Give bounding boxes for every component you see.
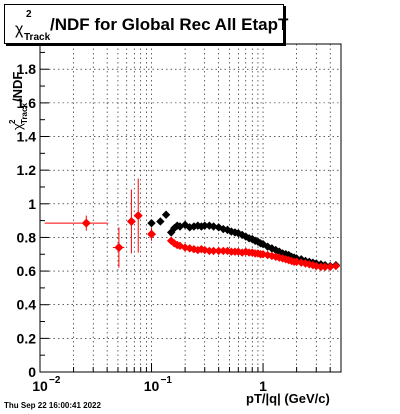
x-tick-label: 1 [259, 378, 267, 394]
x-tick-label-exponent: −2 [49, 375, 61, 386]
black-data-point [147, 218, 156, 228]
tick-labels: 00.20.40.60.811.21.41.61.810 −2 10 −1 1 [17, 61, 268, 394]
chart-title-box: χ 2 Track /NDF for Global Rec All EtapT [4, 4, 288, 44]
black-data-point [156, 217, 165, 226]
red-data-point [209, 246, 218, 256]
red-data-point [180, 243, 190, 252]
red-data-point [316, 262, 326, 272]
red-data-point [214, 246, 223, 256]
red-data-point [81, 218, 91, 228]
y-axis-label: χ2 Track/NDF [8, 72, 29, 130]
red-data-point [126, 216, 136, 226]
series-red-markers [44, 178, 341, 272]
x-tick-label-exponent: −1 [161, 375, 173, 386]
y-tick-label: 0.2 [17, 330, 37, 346]
title-chi-symbol: χ [15, 21, 24, 38]
title-chi-subscript: Track [24, 32, 51, 43]
red-data-point [114, 243, 124, 253]
title-chi-superscript: 2 [26, 9, 32, 20]
y-label-symbol: χ [10, 123, 25, 130]
y-tick-label: 0.6 [17, 263, 37, 279]
y-tick-label: 1 [28, 196, 36, 212]
series-black-markers [147, 210, 341, 271]
x-tick-label: 10 [144, 378, 160, 394]
chart-title: /NDF for Global Rec All EtapT [50, 15, 289, 34]
timestamp: Thu Sep 22 16:00:41 2022 [4, 401, 101, 410]
black-data-point [219, 224, 228, 234]
x-axis-label: pT/|q| (GeV/c) [246, 391, 330, 406]
y-tick-label: 0.4 [17, 297, 37, 313]
y-axis-label-group: χ2 Track/NDF [8, 72, 29, 130]
red-data-point [147, 229, 157, 239]
black-data-point [267, 244, 277, 253]
y-tick-label: 1.8 [17, 61, 37, 77]
red-data-point [133, 211, 143, 221]
red-data-point [331, 261, 341, 271]
y-tick-label: 0.8 [17, 229, 37, 245]
axes [39, 43, 342, 373]
grid-lines [39, 44, 342, 373]
y-tick-label: 1.2 [17, 162, 37, 178]
y-label-superscript: 2 [8, 119, 17, 124]
black-data-point [175, 222, 185, 231]
x-tick-label: 10 [32, 378, 48, 394]
black-data-point [161, 210, 171, 219]
red-data-point [325, 262, 335, 272]
y-tick-label: 0 [28, 364, 36, 380]
black-data-point [209, 222, 218, 231]
black-data-point [200, 221, 209, 230]
y-tick-label: 1.6 [17, 95, 37, 111]
red-data-point [234, 247, 243, 256]
red-data-point [205, 246, 214, 256]
y-label-subscript: Track [20, 103, 29, 124]
y-label-rest: /NDF [10, 72, 25, 102]
black-data-point [253, 237, 263, 246]
plot-frame [39, 43, 342, 373]
black-data-point [214, 223, 223, 232]
red-data-point [320, 262, 330, 272]
y-tick-label: 1.4 [17, 129, 37, 145]
red-data-point [219, 246, 228, 256]
